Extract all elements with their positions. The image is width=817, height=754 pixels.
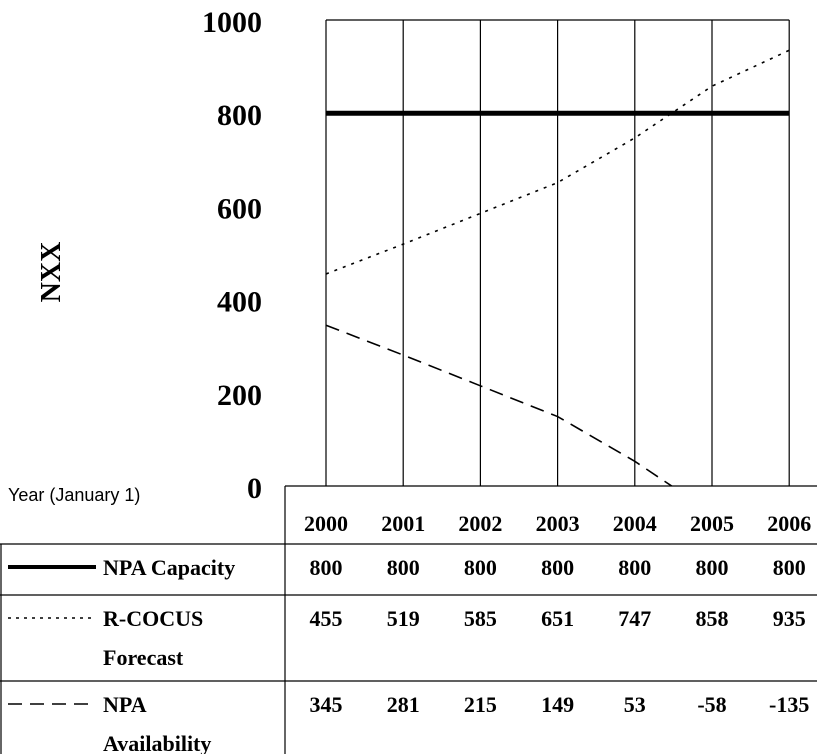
table-cell: 800 — [464, 555, 497, 580]
y-tick-labels: 0 200 400 600 800 1000 — [202, 6, 262, 505]
table-cell: 935 — [773, 606, 806, 631]
year-label-2004: 2004 — [613, 511, 657, 536]
table-cell: 345 — [310, 692, 343, 717]
y-tick-label-800: 800 — [217, 99, 262, 132]
legend-label-line: R-COCUS — [103, 606, 203, 631]
table-cell: 858 — [696, 606, 729, 631]
table-cell: 149 — [541, 692, 574, 717]
legend-label-line: NPA — [103, 692, 147, 717]
series-line-r-cocus-forecast — [325, 49, 790, 275]
table-cell: 800 — [773, 555, 806, 580]
legend-label-line: NPA Capacity — [103, 555, 235, 580]
year-label-2006: 2006 — [767, 511, 811, 536]
table-cell: 800 — [618, 555, 651, 580]
y-tick-label-1000: 1000 — [202, 6, 262, 39]
series-lines — [325, 49, 790, 486]
data-table: 2000 2001 2002 2003 2004 2005 2006 NPA Capacity… — [0, 485, 817, 754]
series-line-npa-availability — [325, 324, 674, 486]
table-cell: 455 — [310, 606, 343, 631]
table-cell: 519 — [387, 606, 420, 631]
legend-label-line: Forecast — [103, 645, 184, 670]
y-tick-label-600: 600 — [217, 192, 262, 225]
y-tick-label-200: 200 — [217, 379, 262, 412]
table-cell: 800 — [541, 555, 574, 580]
y-tick-label-0: 0 — [247, 472, 262, 505]
table-cell: 800 — [387, 555, 420, 580]
table-cell: 53 — [624, 692, 646, 717]
x-axis-label: Year (January 1) — [8, 485, 140, 505]
year-label-2000: 2000 — [304, 511, 348, 536]
table-cell: 651 — [541, 606, 574, 631]
table-cell: 747 — [618, 606, 651, 631]
table-cell: -135 — [769, 692, 809, 717]
table-cell: -58 — [697, 692, 726, 717]
table-cell: 215 — [464, 692, 497, 717]
table-cell: 585 — [464, 606, 497, 631]
table-cell: 281 — [387, 692, 420, 717]
year-label-2001: 2001 — [381, 511, 425, 536]
year-label-2002: 2002 — [458, 511, 502, 536]
table-cell: 800 — [310, 555, 343, 580]
y-axis-label: NXX — [36, 242, 67, 303]
year-label-2005: 2005 — [690, 511, 734, 536]
year-label-2003: 2003 — [536, 511, 580, 536]
table-cell: 800 — [696, 555, 729, 580]
legend-label-line: Availability — [103, 731, 211, 754]
vertical-gridlines — [325, 19, 790, 486]
y-tick-label-400: 400 — [217, 286, 262, 319]
